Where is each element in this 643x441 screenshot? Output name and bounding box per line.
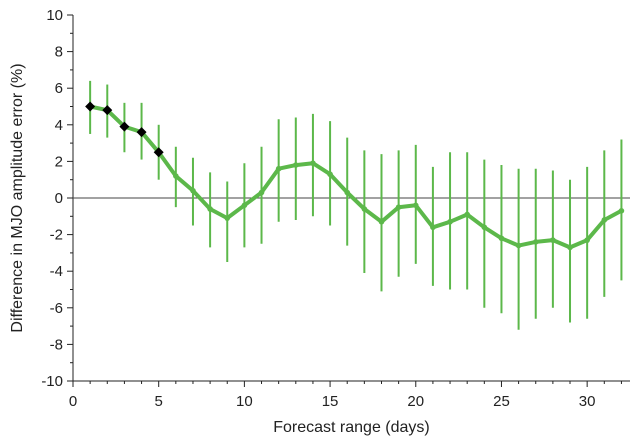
data-point (275, 165, 282, 172)
data-point (618, 208, 625, 214)
data-point (550, 237, 556, 243)
data-point (532, 239, 539, 245)
x-tick-label: 5 (155, 393, 163, 410)
x-axis-title: Forecast range (days) (273, 419, 430, 436)
y-tick-label: 10 (46, 7, 63, 24)
y-tick-label: 2 (55, 153, 63, 170)
y-tick-label: 6 (55, 80, 63, 97)
data-point (498, 235, 505, 242)
x-tick-label: 0 (69, 393, 77, 410)
significant-point-marker (119, 121, 130, 132)
data-point (207, 206, 213, 212)
y-tick-label: 0 (55, 190, 63, 207)
data-point (447, 218, 453, 225)
significant-point-marker (102, 105, 113, 116)
y-tick-label: 4 (55, 117, 63, 134)
plot-area: -10 -8 -6 -4 -2 0 2 4 6 8 10 0 5 10 15 20 25 30 (41, 7, 630, 410)
data-point (224, 215, 231, 221)
y-axis-title: Difference in MJO amplitude error (%) (9, 63, 26, 332)
y-tick-label: 8 (55, 44, 63, 61)
data-point (190, 187, 196, 194)
y-tick-label: -10 (41, 373, 63, 390)
data-point (361, 206, 368, 212)
y-tick-label: -2 (50, 227, 63, 244)
data-point (310, 160, 316, 167)
x-tick-label: 20 (407, 393, 424, 410)
data-point (258, 189, 265, 196)
significant-point-marker (136, 127, 147, 138)
data-point (378, 218, 385, 225)
x-tick-label: 10 (236, 393, 253, 410)
y-tick-label: -8 (50, 336, 63, 353)
data-point (481, 224, 488, 231)
data-point (241, 202, 248, 209)
data-point (464, 211, 470, 218)
data-point (412, 202, 419, 209)
y-tick-label: -6 (50, 300, 63, 317)
data-point (173, 173, 179, 179)
significant-point-marker (153, 147, 164, 158)
data-point (584, 237, 590, 243)
data-point (601, 217, 608, 223)
data-point (515, 242, 522, 249)
x-tick-label: 25 (493, 393, 510, 410)
data-point (430, 224, 436, 231)
x-tick-label: 30 (579, 393, 596, 410)
data-point (293, 162, 299, 168)
data-point (567, 244, 573, 251)
data-point (395, 204, 402, 210)
x-tick-label: 15 (322, 393, 339, 410)
data-point (327, 171, 333, 178)
significant-point-marker (85, 101, 96, 112)
data-point (344, 189, 351, 196)
y-tick-label: -4 (50, 263, 63, 280)
series-line (88, 104, 624, 250)
